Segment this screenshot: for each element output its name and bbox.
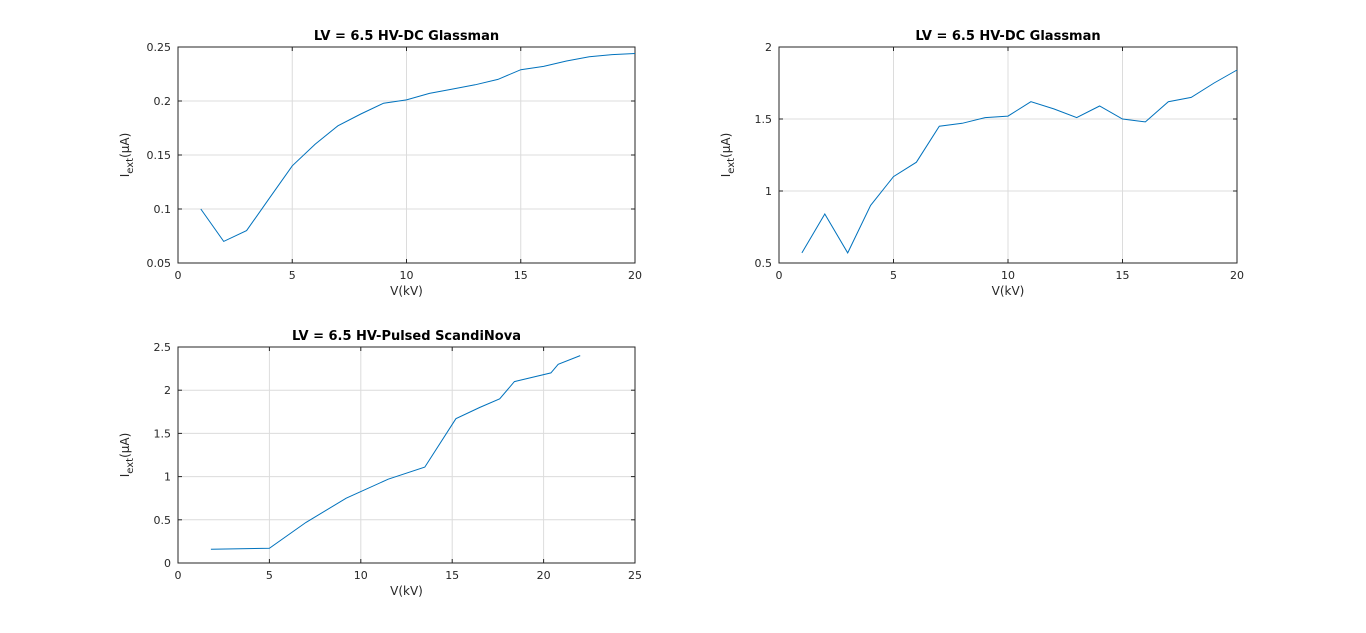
x-tick-label: 5	[266, 569, 273, 582]
y-axis-label-unit: (μA)	[118, 433, 132, 458]
y-tick-label: 0.05	[147, 257, 172, 270]
y-tick-label: 2.5	[154, 341, 172, 354]
axes-box	[177, 346, 636, 564]
y-tick-label: 1	[765, 185, 772, 198]
y-tick-label: 0.25	[147, 41, 172, 54]
y-tick-label: 0.2	[154, 95, 172, 108]
y-axis-label-subscript: ext	[726, 158, 737, 174]
y-tick-label: 1.5	[755, 113, 773, 126]
x-tick-label: 15	[445, 569, 459, 582]
x-tick-label: 20	[1230, 269, 1244, 282]
plot-title: LV = 6.5 HV-Pulsed ScandiNova	[292, 329, 521, 344]
x-tick-label: 10	[1001, 269, 1015, 282]
y-tick-label: 2	[164, 384, 171, 397]
series-line	[801, 69, 1238, 254]
x-tick-label: 0	[175, 269, 182, 282]
x-tick-label: 15	[514, 269, 528, 282]
series-line	[200, 53, 636, 243]
x-axis-label: V(kV)	[992, 284, 1025, 298]
y-tick-label: 1	[164, 471, 171, 484]
y-tick-label: 0	[164, 557, 171, 570]
y-axis-label: Iext(μA)	[118, 433, 136, 478]
y-axis-label-main: I	[719, 174, 733, 178]
plot-title: LV = 6.5 HV-DC Glassman	[915, 29, 1100, 44]
plot-top-right: 0 5 10 15 20 0.5 1 1.5 2 LV = 6.5 HV-DC Glassman V…	[719, 29, 1244, 298]
series-line	[210, 355, 581, 550]
y-axis-label-subscript: ext	[125, 158, 136, 174]
y-axis-label-main: I	[118, 174, 132, 178]
y-tick-label: 0.1	[154, 203, 172, 216]
y-axis-label: Iext(μA)	[118, 133, 136, 178]
x-tick-label: 25	[628, 569, 642, 582]
plot-bottom-left: 0 5 10 15 20 25 0 0.5 1 1.5 2 2.5 LV = 6.5 HV-Pulsed…	[118, 329, 642, 598]
y-axis-label-unit: (μA)	[118, 133, 132, 158]
x-axis-label: V(kV)	[390, 584, 423, 598]
y-tick-label: 0.5	[755, 257, 773, 270]
x-tick-label: 10	[400, 269, 414, 282]
y-axis-label-subscript: ext	[125, 458, 136, 474]
x-tick-label: 5	[289, 269, 296, 282]
x-tick-label: 5	[890, 269, 897, 282]
y-tick-label: 0.5	[154, 514, 172, 527]
x-tick-label: 10	[354, 569, 368, 582]
x-tick-label: 20	[537, 569, 551, 582]
plot-title: LV = 6.5 HV-DC Glassman	[314, 29, 499, 44]
y-tick-label: 0.15	[147, 149, 172, 162]
x-tick-label: 15	[1116, 269, 1130, 282]
y-axis-label: Iext(μA)	[719, 133, 737, 178]
y-tick-label: 2	[765, 41, 772, 54]
x-tick-label: 0	[776, 269, 783, 282]
x-tick-label: 0	[175, 569, 182, 582]
x-axis-label: V(kV)	[390, 284, 423, 298]
x-tick-label: 20	[628, 269, 642, 282]
y-tick-label: 1.5	[154, 427, 172, 440]
y-axis-label-unit: (μA)	[719, 133, 733, 158]
plot-top-left: 0 5 10 15 20 0.05 0.1 0.15 0.2 0.25 LV = 6.5 HV-DC…	[118, 29, 642, 298]
y-axis-label-main: I	[118, 474, 132, 478]
